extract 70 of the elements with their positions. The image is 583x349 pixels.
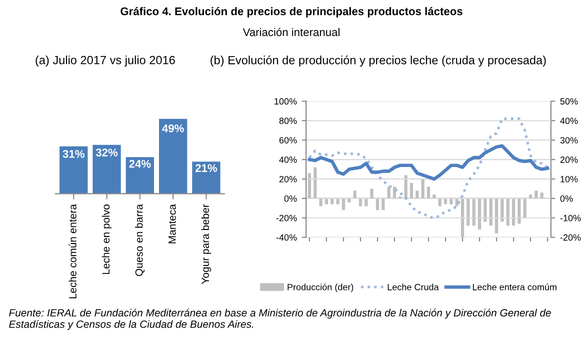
y-tick-label: 100% bbox=[274, 98, 297, 105]
bar bbox=[512, 198, 516, 226]
bar bbox=[376, 198, 380, 210]
y-tick-label: 20% bbox=[279, 176, 297, 182]
data-label: 32% bbox=[96, 148, 118, 156]
legend-label: Leche Cruda bbox=[388, 284, 439, 290]
bar bbox=[460, 198, 464, 238]
source-note: Fuente: IERAL de Fundación Mediterránea en base a Ministerio de Agroindustria de la Nación y Dirección General de Estadísticas y Censos de la Ciudad de Buenos Aires. bbox=[9, 308, 551, 330]
bar bbox=[330, 198, 334, 204]
bar bbox=[534, 190, 538, 198]
bar bbox=[478, 198, 482, 230]
y2-tick-label: 40% bbox=[560, 118, 578, 124]
bar bbox=[353, 190, 356, 198]
legend-label: Producción (der) bbox=[288, 284, 354, 292]
x-tick-label: Yogur para beber bbox=[201, 204, 212, 284]
bar bbox=[444, 198, 448, 204]
bar bbox=[472, 198, 476, 226]
legend-label: Leche entera comúm bbox=[472, 284, 556, 290]
data-label: 24% bbox=[129, 160, 151, 168]
bar bbox=[494, 198, 498, 234]
y-tick-label: -20% bbox=[276, 214, 297, 222]
y2-tick-label: -20% bbox=[560, 234, 581, 241]
x-tick-label: Leche en polvo bbox=[102, 204, 112, 274]
y-tick-label: 40% bbox=[279, 156, 297, 163]
data-label: 21% bbox=[195, 164, 218, 172]
bar bbox=[342, 198, 346, 210]
x-tick-label: Manteca bbox=[168, 204, 176, 244]
y2-tick-label: 20% bbox=[560, 156, 578, 163]
bar bbox=[314, 167, 317, 198]
y-tick-label: -40% bbox=[276, 234, 297, 241]
bar bbox=[60, 146, 88, 194]
bar bbox=[466, 198, 470, 226]
bar bbox=[450, 198, 453, 204]
y-tick-label: 60% bbox=[279, 137, 297, 144]
text: Gráfico 4. Evolución de precios de principales productos lácteos bbox=[120, 6, 462, 18]
line-series bbox=[308, 144, 550, 181]
text: Variación interanual bbox=[242, 28, 340, 36]
bar bbox=[382, 198, 385, 210]
bar bbox=[540, 192, 544, 198]
bar bbox=[158, 118, 188, 194]
chart-title: (b) Evolución de producción y precios leche (cruda y procesada) bbox=[210, 56, 546, 67]
bar bbox=[410, 182, 414, 198]
bar bbox=[523, 198, 526, 218]
y2-tick-label: -10% bbox=[560, 214, 581, 222]
bar bbox=[489, 198, 492, 226]
bar bbox=[308, 173, 312, 198]
chart-title: (a) Julio 2017 vs julio 2016 bbox=[36, 56, 175, 67]
y2-tick-label: 10% bbox=[560, 176, 578, 182]
bar bbox=[500, 198, 504, 222]
bar bbox=[92, 144, 121, 194]
bar bbox=[484, 198, 487, 222]
x-tick-label: Queso en barra bbox=[135, 204, 145, 276]
bar bbox=[192, 162, 220, 194]
bar bbox=[126, 157, 154, 194]
bar bbox=[416, 190, 419, 198]
bar bbox=[518, 198, 521, 224]
bar bbox=[324, 198, 328, 204]
y2-tick-label: 30% bbox=[560, 137, 578, 144]
bar bbox=[421, 178, 424, 198]
y-tick-label: 0% bbox=[284, 195, 297, 202]
bar bbox=[336, 198, 340, 204]
y2-tick-label: 50% bbox=[560, 98, 578, 105]
data-label: 49% bbox=[162, 124, 184, 132]
data-label: 31% bbox=[62, 150, 84, 158]
bar bbox=[370, 188, 374, 198]
y2-tick-label: 0% bbox=[560, 195, 573, 202]
bar bbox=[426, 186, 430, 198]
y-tick-label: 80% bbox=[279, 118, 297, 124]
bar bbox=[506, 198, 510, 226]
x-tick-label: Leche común entera bbox=[68, 204, 76, 298]
